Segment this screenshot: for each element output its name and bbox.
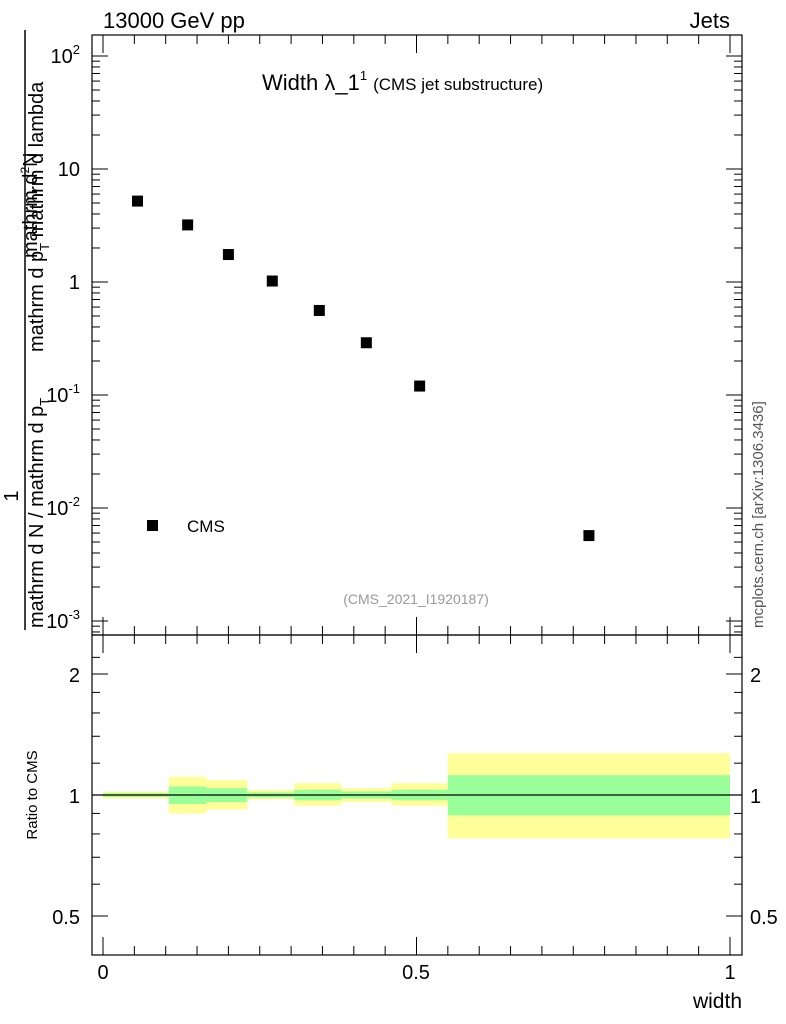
- data-point: [222, 249, 234, 261]
- xtick-label: 1: [724, 962, 735, 984]
- ytick-label: 1: [69, 272, 80, 294]
- ratio-ytick-label-left: 2: [69, 665, 80, 687]
- plot-title: Width λ_11 (CMS jet substructure): [262, 68, 543, 95]
- analysis-id: (CMS_2021_I1920187): [343, 591, 489, 607]
- xlabel: width: [692, 990, 742, 1013]
- plot-title-main: Width λ_1: [262, 70, 360, 95]
- ratio-ytick-label-left: 1: [69, 786, 80, 808]
- data-series-cms: [131, 195, 595, 542]
- ylabel-denominator: mathrm d pT mathrm d lambda: [26, 81, 52, 352]
- ratio-ytick-label-right: 1: [750, 786, 761, 808]
- plot-title-sup: 1: [360, 68, 367, 83]
- ratio-bands: [103, 753, 730, 839]
- ytick-label: 102: [51, 42, 80, 68]
- ytick-label: 10-2: [46, 494, 80, 520]
- data-point: [583, 530, 595, 542]
- ratio-ytick-label-right: 2: [750, 665, 761, 687]
- ratio-ticks: [92, 35, 742, 955]
- data-point: [182, 219, 194, 231]
- plot-title-note: (CMS jet substructure): [373, 75, 543, 94]
- data-point: [414, 380, 426, 392]
- ytick-label: 10-1: [46, 381, 80, 407]
- data-point: [360, 337, 372, 349]
- ytick-label: 10: [58, 159, 80, 181]
- ytick-label: 10-3: [46, 607, 80, 633]
- ylabel-prefactor: 1: [1, 490, 23, 501]
- data-point: [313, 304, 325, 316]
- energy-label: 13000 GeV pp: [103, 8, 245, 33]
- xtick-label: 0: [97, 962, 108, 984]
- legend-marker: [147, 520, 158, 531]
- ratio-ytick-label-left: 0.5: [52, 907, 80, 929]
- ylabel-prefactor-denominator: mathrm d N / mathrm d pT: [26, 398, 52, 628]
- top-ytick-labels: 10-3 10-2 10-1 1 10 102: [46, 42, 80, 633]
- ratio-ylabel: Ratio to CMS: [24, 750, 41, 839]
- data-point: [131, 195, 143, 207]
- top-ylabel: 1 mathrm d N / mathrm d pT mathrm d2N ma…: [1, 30, 52, 630]
- top-plot-frame: [91, 34, 743, 636]
- data-point: [266, 275, 278, 287]
- process-label: Jets: [690, 8, 730, 33]
- top-yticks: [92, 55, 742, 633]
- side-label: mcplots.cern.ch [arXiv:1306.3436]: [750, 401, 767, 628]
- xtick-label: 0.5: [402, 962, 430, 984]
- ratio-ytick-label-right: 0.5: [750, 907, 778, 929]
- legend-label: CMS: [187, 517, 225, 536]
